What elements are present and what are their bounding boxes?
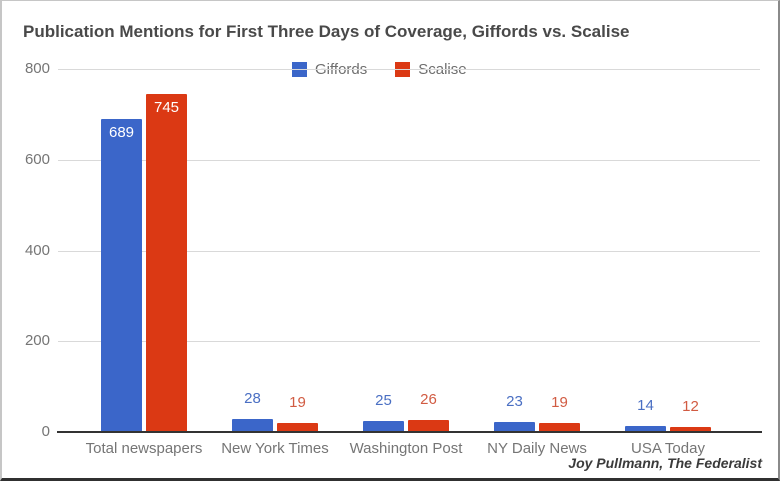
y-axis-tick-200: 200 bbox=[24, 332, 50, 349]
x-axis-category-label-5: USA Today bbox=[631, 440, 705, 457]
x-axis-category-label-2: New York Times bbox=[221, 440, 329, 457]
bar-scalise-2 bbox=[277, 423, 318, 432]
bar-value-label-scalise-5: 12 bbox=[682, 398, 699, 415]
x-axis-baseline bbox=[57, 431, 762, 433]
attribution-credit: Joy Pullmann, The Federalist bbox=[568, 455, 762, 471]
x-axis-category-label-1: Total newspapers bbox=[85, 440, 203, 457]
bar-value-label-giffords-1: 689 bbox=[108, 124, 135, 141]
bar-scalise-3 bbox=[408, 420, 449, 432]
bar-value-label-giffords-3: 25 bbox=[375, 392, 392, 409]
bar-value-label-scalise-3: 26 bbox=[420, 391, 437, 408]
bar-giffords-2 bbox=[232, 419, 273, 432]
bar-giffords-1 bbox=[101, 119, 142, 432]
bar-giffords-3 bbox=[363, 421, 404, 432]
bar-value-label-scalise-4: 19 bbox=[551, 394, 568, 411]
bar-scalise-4 bbox=[539, 423, 580, 432]
bar-value-label-giffords-5: 14 bbox=[637, 397, 654, 414]
y-axis-tick-800: 800 bbox=[24, 60, 50, 77]
bar-value-label-giffords-2: 28 bbox=[244, 390, 261, 407]
x-axis-category-label-4: NY Daily News bbox=[487, 440, 587, 457]
bar-value-label-scalise-1: 745 bbox=[153, 99, 180, 116]
y-axis-tick-400: 400 bbox=[24, 242, 50, 259]
gridline-400 bbox=[58, 251, 760, 252]
x-axis-category-label-3: Washington Post bbox=[349, 440, 463, 457]
bar-scalise-1 bbox=[146, 94, 187, 432]
bar-value-label-scalise-2: 19 bbox=[289, 394, 306, 411]
bar-giffords-4 bbox=[494, 422, 535, 432]
gridline-800 bbox=[58, 69, 760, 70]
gridline-600 bbox=[58, 160, 760, 161]
bar-giffords-5 bbox=[625, 426, 666, 432]
bar-value-label-giffords-4: 23 bbox=[506, 393, 523, 410]
bar-scalise-5 bbox=[670, 427, 711, 432]
y-axis-tick-600: 600 bbox=[24, 151, 50, 168]
y-axis-tick-0: 0 bbox=[41, 423, 50, 440]
chart-title: Publication Mentions for First Three Day… bbox=[23, 22, 630, 41]
gridline-200 bbox=[58, 341, 760, 342]
